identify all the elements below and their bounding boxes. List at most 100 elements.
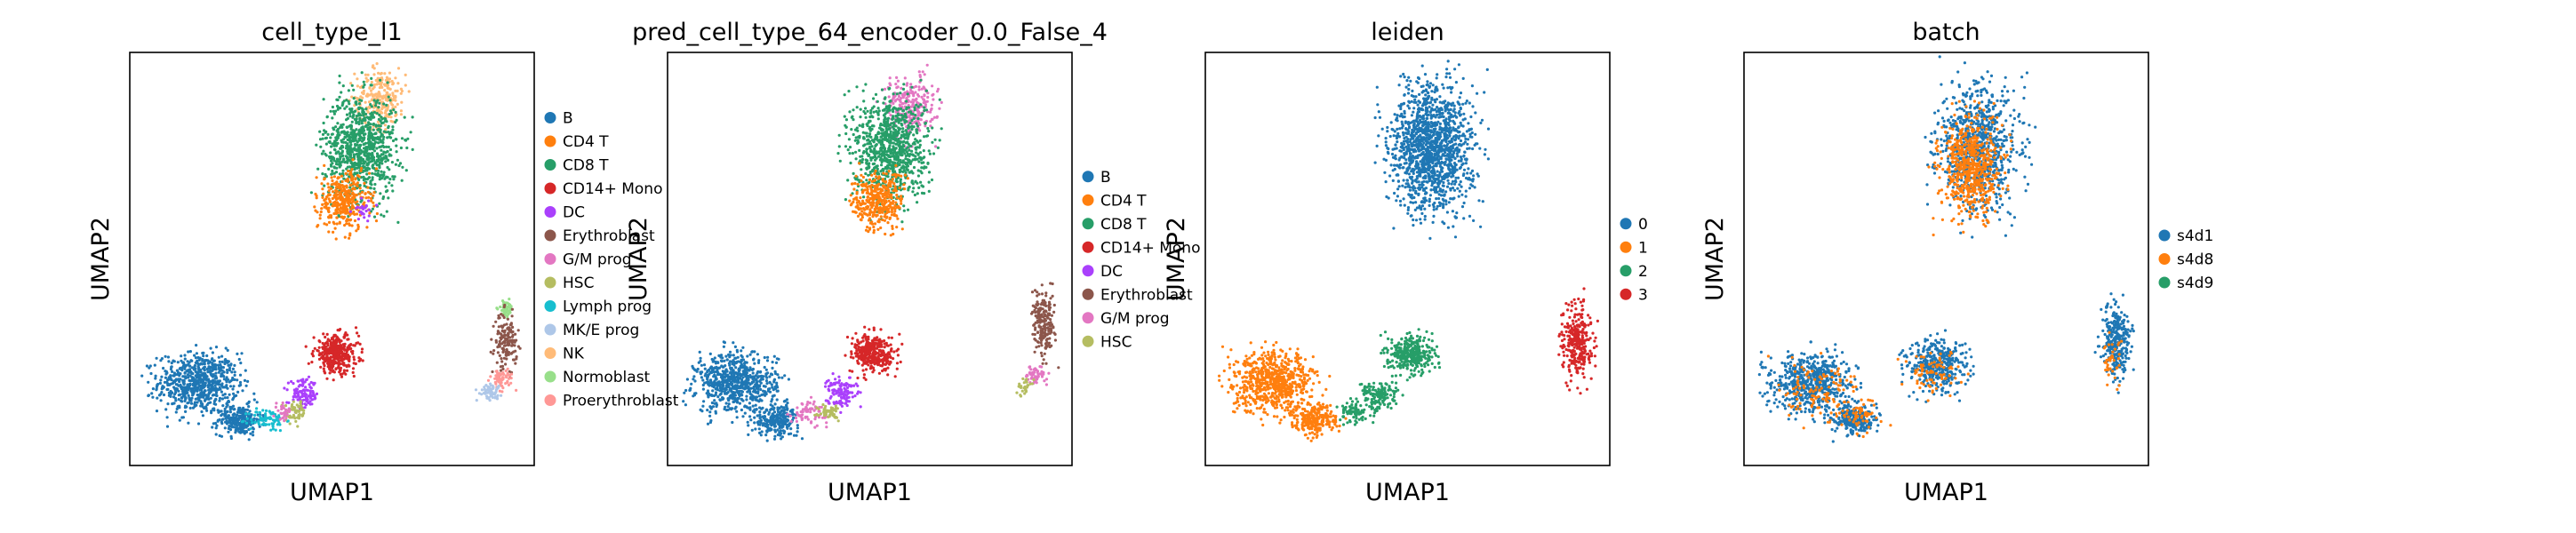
scatter-point [726,373,730,377]
scatter-point [285,401,289,404]
scatter-point [400,100,404,104]
scatter-point [193,401,197,404]
scatter-point [724,369,728,372]
scatter-point [938,107,941,110]
legend-label: DC [563,204,585,222]
scatter-point [740,397,743,401]
scatter-point [888,76,892,80]
scatter-point [720,364,724,368]
scatter-point [757,359,761,362]
panel-title: cell_type_l1 [261,19,402,46]
scatter-point [345,222,348,226]
scatter-point [324,201,328,204]
scatter-point [227,363,230,367]
scatter-point [169,389,172,394]
legend-label: G/M prog [563,251,632,269]
scatter-point [183,364,187,368]
scatter-point [341,84,345,88]
scatter-point [325,115,329,119]
scatter-point [201,414,204,418]
scatter-point [341,211,345,214]
scatter-point [757,427,761,431]
scatter-point [374,219,379,223]
scatter-point [756,387,760,391]
scatter-point [381,196,385,201]
scatter-point [754,427,757,431]
scatter-point [294,395,298,399]
scatter-point [722,397,725,401]
scatter-point [367,105,371,108]
scatter-point [312,383,316,386]
scatter-point [372,122,375,126]
scatter-point [238,425,243,429]
scatter-point [180,354,183,358]
scatter-point [889,84,892,87]
scatter-point [367,171,372,175]
scatter-point [887,95,891,99]
scatter-point [216,388,220,392]
scatter-point [286,381,290,385]
scatter-point [342,205,347,210]
scatter-point [200,391,204,394]
scatter-point [264,417,268,420]
scatter-point [758,413,762,417]
scatter-point [350,205,354,210]
scatter-point [236,427,240,431]
scatter-point [892,101,895,106]
scatter-point [763,365,766,370]
scatter-point [336,193,340,196]
scatter-point [764,368,768,371]
scatter-point [340,215,343,219]
scatter-point [332,201,335,204]
scatter-point [242,409,246,412]
scatter-point [728,360,732,363]
scatter-point [333,334,337,338]
scatter-point [516,329,520,332]
scatter-point [224,417,228,420]
scatter-point [700,370,704,374]
scatter-point [293,417,297,420]
scatter-cluster-1 [210,400,266,442]
scatter-point [360,99,364,102]
scatter-point [900,136,903,139]
scatter-point [174,386,178,390]
scatter-point [792,416,796,419]
scatter-point [249,432,252,435]
scatter-point [779,417,782,420]
scatter-point [364,204,368,208]
scatter-point [366,158,370,162]
scatter-point [284,413,287,417]
scatter-point [771,373,774,377]
scatter-point [685,378,690,381]
scatter-point [708,414,712,418]
scatter-point [498,354,501,357]
scatter-point [224,358,228,362]
scatter-point [396,67,401,70]
scatter-point [382,145,386,149]
scatter-point [179,366,182,370]
legend-label: CD8 T [563,157,609,175]
scatter-point [348,359,351,363]
scatter-point [316,225,319,228]
scatter-point [502,305,506,309]
scatter-point [334,237,338,241]
scatter-point [387,126,390,130]
scatter-point [366,219,370,223]
scatter-cluster-0 [140,344,256,428]
scatter-point [909,105,913,108]
scatter-point [790,410,795,414]
scatter-point [230,424,234,427]
scatter-point [378,91,381,96]
scatter-point [341,102,345,106]
scatter-point [880,88,884,91]
scatter-point [350,120,354,123]
scatter-point [175,407,179,410]
scatter-point [324,137,327,140]
scatter-point [246,419,250,423]
scatter-point [321,346,325,351]
scatter-point [220,365,223,369]
scatter-point [489,375,492,378]
scatter-point [247,405,251,409]
scatter-point [206,394,210,398]
scatter-point [744,385,748,388]
